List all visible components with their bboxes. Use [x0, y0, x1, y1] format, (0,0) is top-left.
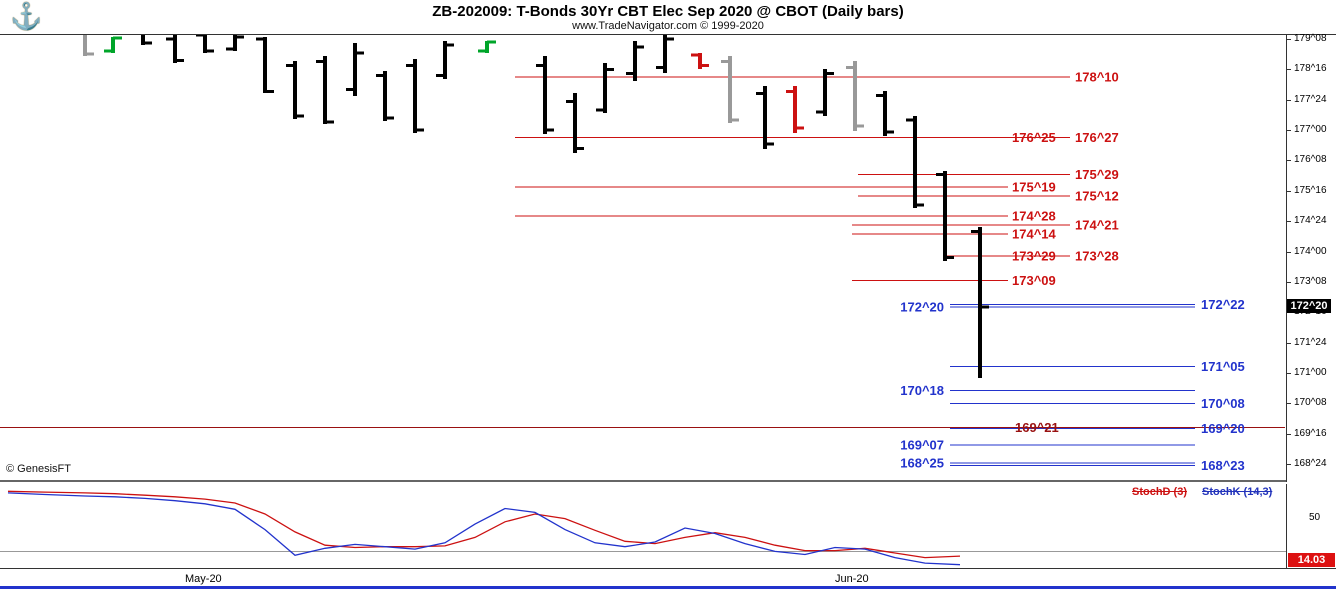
stochd-line: [7, 490, 961, 559]
genesis-copyright: © GenesisFT: [6, 463, 71, 475]
resistance-price-label: 174^14: [1012, 226, 1057, 241]
chart-subtitle: www.TradeNavigator.com © 1999-2020: [572, 20, 764, 32]
price-axis-label: 178^16: [1294, 63, 1327, 75]
ohlc-bar: [906, 115, 924, 208]
ohlc-bar: [936, 170, 954, 261]
price-axis-label: 176^08: [1294, 154, 1327, 166]
support-price-label: 169^07: [900, 438, 944, 453]
price-axis-tick: [1287, 160, 1291, 162]
ohlc-bar: [971, 226, 989, 378]
stochk-legend[interactable]: StochK (14,3): [1202, 486, 1273, 498]
ohlc-bar: [626, 41, 644, 82]
stochk-line: [7, 492, 961, 566]
resistance-price-label: 174^21: [1075, 217, 1119, 232]
resistance-price-label: 178^10: [1075, 69, 1119, 84]
price-axis-label: 169^16: [1294, 427, 1327, 439]
ohlc-bar: [406, 58, 424, 133]
support-price-label: 168^25: [900, 455, 944, 470]
support-price-label: 172^20: [900, 300, 944, 315]
support-price-label: 172^22: [1201, 297, 1245, 312]
resistance-price-label: 176^27: [1075, 130, 1119, 145]
price-axis-tick: [1287, 221, 1291, 223]
price-axis-label: 179^08: [1294, 33, 1327, 44]
ohlc-bar: [166, 35, 184, 63]
ohlc-bar: [256, 36, 274, 94]
price-axis-label: 168^24: [1294, 458, 1327, 470]
horizontal-scrollbar[interactable]: [0, 586, 1336, 589]
ohlc-bar: [346, 43, 364, 97]
ohlc-bar: [104, 36, 122, 54]
ohlc-bar: [316, 56, 334, 125]
resistance-price-label: 175^19: [1012, 180, 1056, 195]
price-axis-tick: [1287, 39, 1291, 40]
resistance-price-label: 173^09: [1012, 273, 1056, 288]
ohlc-bar: [786, 85, 804, 133]
ohlc-bar: [226, 35, 244, 52]
ohlc-bar: [816, 68, 834, 116]
support-price-label: 170^18: [900, 383, 944, 398]
price-axis-tick: [1287, 342, 1291, 344]
price-axis-label: 177^24: [1294, 93, 1327, 105]
price-axis-label: 174^24: [1294, 215, 1327, 227]
last-price-badge: 172^20: [1287, 299, 1331, 314]
price-chart-area[interactable]: 178^10 176^25 176^27 175^29 175^19 175^12 174^…: [0, 34, 1286, 482]
price-axis-tick: [1287, 464, 1291, 466]
stochastic-axis: 50 14.03: [1286, 484, 1336, 569]
price-axis-tick: [1287, 433, 1291, 435]
stochastic-panel[interactable]: StochD (3) StochK (14,3): [0, 484, 1286, 569]
price-axis-tick: [1287, 403, 1291, 405]
price-axis-tick: [1287, 69, 1291, 71]
anchor-icon[interactable]: ⚓: [10, 1, 43, 31]
ohlc-bar: [691, 53, 709, 69]
ohlc-bar: [596, 62, 614, 114]
ohlc-bar: [376, 70, 394, 122]
price-axis-tick: [1287, 251, 1291, 253]
support-price-label: 169^20: [1201, 421, 1245, 436]
stoch-scale-label: 50: [1309, 512, 1321, 523]
price-axis[interactable]: 172^20 179^08 178^16 177^24 177^00 176^08 175…: [1286, 33, 1336, 482]
resistance-price-label: 174^28: [1012, 209, 1056, 224]
price-axis-tick: [1287, 130, 1291, 132]
ohlc-bar: [566, 92, 584, 154]
price-axis-tick: [1287, 190, 1291, 192]
resistance-price-label: 173^28: [1075, 248, 1119, 263]
stochd-legend[interactable]: StochD (3): [1132, 486, 1187, 498]
price-axis-label: 173^08: [1294, 275, 1327, 287]
price-axis-tick: [1287, 372, 1291, 374]
price-axis-tick: [1287, 281, 1291, 283]
ohlc-bar: [656, 35, 674, 74]
support-price-label: 170^08: [1201, 396, 1245, 411]
ohlc-bar: [846, 60, 864, 131]
price-axis-label: 170^08: [1294, 397, 1327, 409]
ohlc-bar: [478, 40, 496, 54]
ohlc-bar: [436, 41, 454, 80]
price-axis-label: 175^16: [1294, 184, 1327, 196]
resistance-price-label: 175^29: [1075, 167, 1119, 182]
price-axis-label: 177^00: [1294, 124, 1327, 136]
price-axis-label: 171^00: [1294, 366, 1327, 378]
resistance-price-label: 175^12: [1075, 188, 1119, 203]
chart-header: ⚓ ZB-202009: T-Bonds 30Yr CBT Elec Sep 2…: [0, 0, 1336, 34]
chart-title: ZB-202009: T-Bonds 30Yr CBT Elec Sep 202…: [432, 3, 904, 20]
support-price-label: 168^23: [1201, 458, 1245, 473]
ohlc-bar: [83, 35, 94, 57]
ohlc-bar: [721, 56, 739, 124]
stoch-value-badge: 14.03: [1288, 553, 1335, 567]
stochastic-canvas: [0, 490, 1286, 566]
support-price-label: 171^05: [1201, 359, 1245, 374]
price-axis-tick: [1287, 99, 1291, 101]
x-axis-label-may: May-20: [185, 573, 222, 585]
x-axis-label-jun: Jun-20: [835, 573, 869, 585]
price-axis-label: 174^00: [1294, 245, 1327, 257]
ohlc-bar: [536, 56, 554, 135]
price-axis-label: 171^24: [1294, 336, 1327, 348]
time-axis[interactable]: May-20 Jun-20: [0, 570, 1336, 591]
ohlc-bar: [756, 85, 774, 150]
ohlc-bar: [141, 35, 152, 46]
ohlc-bar: [196, 35, 214, 54]
ohlc-bar: [286, 60, 304, 120]
ohlc-bar: [876, 90, 894, 137]
